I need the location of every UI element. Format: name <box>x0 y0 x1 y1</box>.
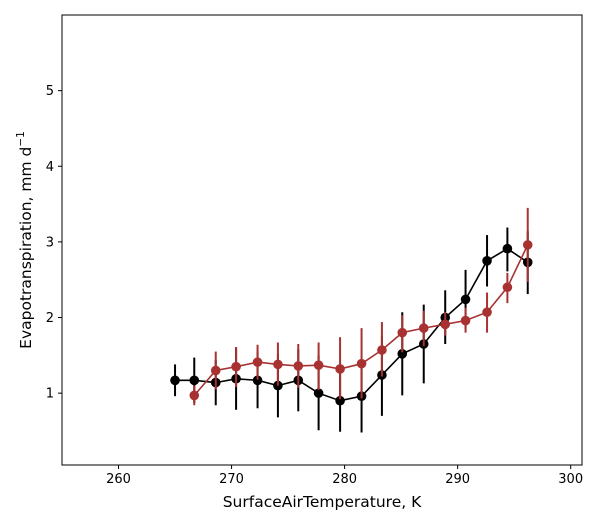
x-tick-label-0: 260 <box>106 472 131 487</box>
series-0-point-14 <box>460 294 471 305</box>
series-1-point-13 <box>460 315 471 326</box>
x-tick-label-2: 280 <box>332 472 357 487</box>
series-1-point-14 <box>482 307 492 318</box>
series-0-point-11 <box>397 349 408 359</box>
x-axis: 260 270 280 290 300 <box>106 465 583 487</box>
y-axis-label: Evapotranspiration, mm d−1 <box>15 131 35 349</box>
x-tick-label-3: 290 <box>445 472 470 487</box>
y-axis: 1 2 3 4 5 <box>46 84 62 402</box>
series-1-point-8 <box>356 358 367 369</box>
series-0-point-1 <box>189 375 200 386</box>
y-axis-label-main: Evapotranspiration, mm d <box>17 147 35 349</box>
series-1-point-5 <box>293 361 304 371</box>
series-1-point-1 <box>210 365 221 376</box>
y-tick-label-2: 3 <box>46 235 54 250</box>
series-1-point-9 <box>377 345 387 355</box>
series-0-point-8 <box>335 395 345 406</box>
series-1-point-10 <box>397 327 408 338</box>
series-1-point-3 <box>252 357 263 367</box>
y-tick-label-1: 2 <box>46 311 54 326</box>
series-1-point-16 <box>522 240 533 250</box>
series-0 <box>170 227 533 433</box>
series-0-point-15 <box>482 255 492 266</box>
series-1-point-7 <box>335 364 345 374</box>
series-1-point-4 <box>273 359 283 370</box>
series-0-point-7 <box>313 388 324 398</box>
x-tick-label-4: 300 <box>558 472 583 487</box>
series-1-point-2 <box>231 361 241 372</box>
series-1-point-6 <box>313 360 324 370</box>
series-0-point-4 <box>252 375 263 386</box>
y-tick-label-3: 4 <box>46 160 54 175</box>
plot-frame <box>61 14 583 466</box>
series-1-point-12 <box>440 319 451 330</box>
series-0-line <box>175 247 529 402</box>
plot-marks <box>170 207 533 433</box>
series-0-point-5 <box>273 380 283 391</box>
x-tick-label-1: 270 <box>219 472 244 487</box>
y-tick-label-0: 1 <box>46 387 54 402</box>
series-1-point-15 <box>502 282 513 293</box>
y-axis-label-superscript: −1 <box>15 131 27 146</box>
series-1-point-0 <box>189 390 200 401</box>
x-axis-label: SurfaceAirTemperature, K <box>223 493 422 511</box>
series-1 <box>189 207 533 406</box>
y-tick-label-4: 5 <box>46 84 54 99</box>
series-0-point-0 <box>170 375 180 386</box>
series-1-point-11 <box>418 323 429 333</box>
series-0-point-16 <box>502 243 513 254</box>
